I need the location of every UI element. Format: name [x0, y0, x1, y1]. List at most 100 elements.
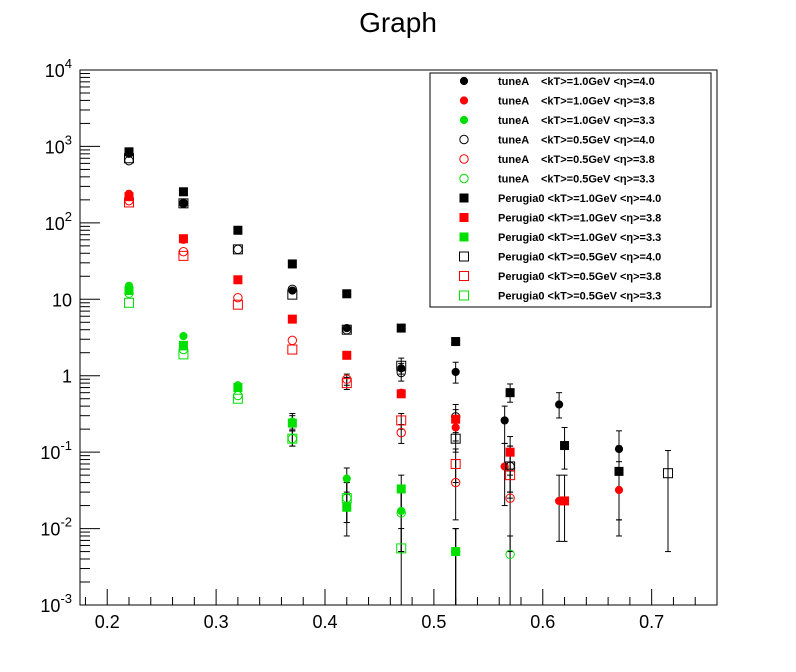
- data-point: [341, 493, 352, 504]
- data-point: [451, 414, 461, 424]
- data-point: [396, 323, 406, 333]
- legend: tuneA <kT>=1.0GeV <η>=4.0 tuneA <kT>=1.0G…: [429, 72, 712, 308]
- data-point: [178, 234, 188, 244]
- data-point: [396, 389, 406, 399]
- chart-title: Graph: [359, 7, 437, 38]
- data-point: [233, 292, 243, 303]
- y-tick-label: 10-3: [40, 591, 72, 616]
- data-point: [396, 427, 406, 438]
- y-tick-label: 1: [62, 367, 72, 387]
- data-point: [287, 335, 298, 346]
- data-point: [614, 485, 624, 495]
- data-point: [287, 284, 298, 295]
- data-point: [287, 433, 298, 444]
- data-point: [342, 502, 352, 512]
- data-point: [342, 350, 352, 360]
- legend-label: Perugia0 <kT>=0.5GeV <η>=3.8: [498, 271, 661, 283]
- data-point: [179, 331, 188, 341]
- data-point: [341, 324, 352, 335]
- data-point: [500, 416, 509, 425]
- x-tick-label: 0.4: [312, 612, 337, 632]
- x-tick-label: 0.6: [530, 612, 555, 632]
- data-point: [451, 337, 461, 347]
- data-point: [178, 340, 188, 350]
- data-point: [287, 418, 297, 428]
- legend-label: Perugia0 <kT>=1.0GeV <η>=3.8: [498, 213, 661, 225]
- legend-marker: [459, 251, 469, 262]
- legend-label: tuneA <kT>=1.0GeV <η>=3.3: [498, 115, 655, 127]
- legend-marker: [459, 232, 469, 242]
- y-tick-label: 10-2: [40, 515, 72, 540]
- data-point: [341, 378, 352, 389]
- legend-marker: [459, 173, 469, 184]
- legend-marker: [459, 76, 469, 86]
- legend-label: tuneA <kT>=1.0GeV <η>=4.0: [498, 76, 655, 88]
- data-point: [505, 549, 515, 560]
- data-point: [396, 508, 406, 518]
- data-point: [178, 187, 188, 197]
- legend-marker: [459, 290, 469, 301]
- data-point: [450, 458, 461, 469]
- data-point: [124, 197, 134, 208]
- data-point: [178, 198, 189, 209]
- data-point: [124, 192, 134, 202]
- data-point: [663, 468, 673, 479]
- x-tick-label: 0.7: [639, 612, 664, 632]
- legend-box: [429, 72, 712, 308]
- data-point: [555, 400, 564, 409]
- data-point: [505, 447, 515, 457]
- legend-marker: [459, 154, 469, 164]
- data-point: [396, 484, 406, 494]
- legend-marker: [459, 271, 469, 281]
- plot-frame: [79, 69, 718, 606]
- data-point: [178, 349, 189, 360]
- legend-label: tuneA <kT>=0.5GeV <η>=3.8: [498, 154, 655, 166]
- data-point: [451, 423, 460, 432]
- legend-label: Perugia0 <kT>=0.5GeV <η>=4.0: [498, 252, 661, 264]
- data-point: [396, 367, 406, 378]
- data-point: [396, 543, 407, 554]
- data-point: [505, 470, 516, 481]
- data-point: [232, 299, 243, 310]
- data-point: [396, 360, 407, 371]
- data-point: [614, 466, 624, 476]
- data-point: [124, 153, 134, 164]
- data-point: [451, 367, 460, 377]
- data-point: [614, 444, 624, 454]
- legend-marker: [459, 96, 469, 105]
- data-point: [124, 147, 134, 157]
- legend-marker: [459, 213, 469, 222]
- data-point: [287, 314, 297, 324]
- legend-marker: [459, 193, 469, 203]
- legend-marker: [459, 134, 469, 145]
- data-point: [232, 244, 243, 255]
- data-point: [450, 477, 461, 488]
- data-point: [505, 388, 515, 398]
- data-point: [178, 250, 189, 261]
- legend-label: Perugia0 <kT>=1.0GeV <η>=4.0: [498, 193, 661, 205]
- y-tick-label: 104: [45, 56, 72, 81]
- data-point: [232, 393, 243, 404]
- data-point: [560, 441, 570, 451]
- data-point: [342, 474, 351, 483]
- data-point: [287, 344, 298, 355]
- data-point: [287, 259, 297, 269]
- data-point: [233, 275, 243, 285]
- data-point: [396, 415, 407, 426]
- y-tick-label: 102: [45, 209, 72, 234]
- y-tick-label: 103: [45, 132, 72, 157]
- x-tick-label: 0.2: [95, 612, 120, 632]
- data-point: [451, 547, 461, 557]
- data-point: [342, 289, 352, 299]
- data-point: [560, 496, 570, 506]
- x-tick-label: 0.5: [421, 612, 446, 632]
- y-tick-label: 10-1: [40, 438, 72, 463]
- data-point: [179, 199, 188, 208]
- legend-label: tuneA <kT>=0.5GeV <η>=3.3: [498, 174, 655, 186]
- data-point: [233, 244, 243, 255]
- data-markers: [124, 147, 673, 560]
- legend-label: tuneA <kT>=0.5GeV <η>=4.0: [498, 135, 655, 147]
- legend-label: Perugia0 <kT>=1.0GeV <η>=3.3: [498, 232, 661, 244]
- data-point: [124, 297, 134, 308]
